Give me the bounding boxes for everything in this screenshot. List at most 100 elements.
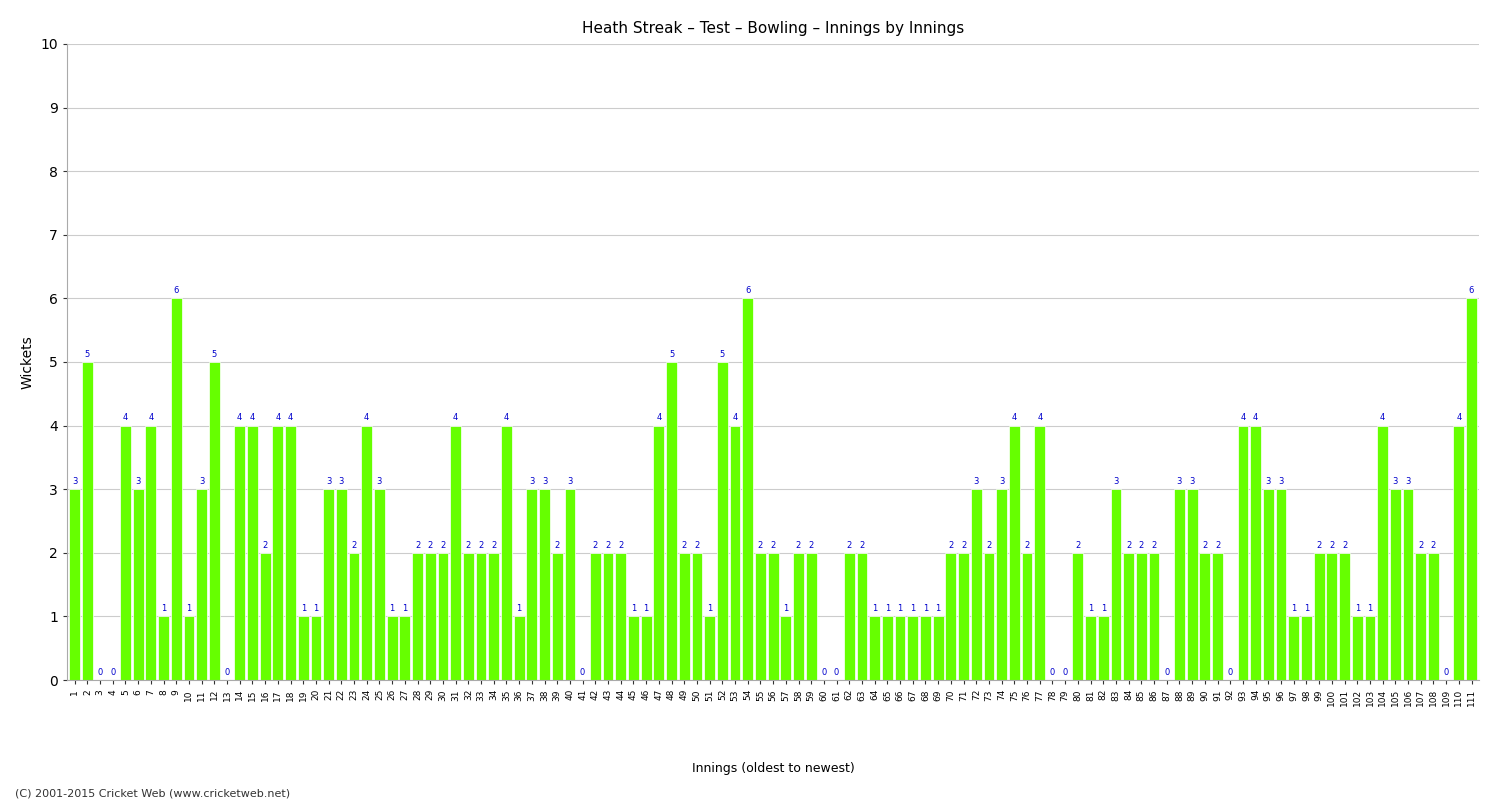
Text: 3: 3 bbox=[326, 477, 332, 486]
Bar bbox=[908, 616, 918, 680]
Text: 3: 3 bbox=[1392, 477, 1398, 486]
Text: 2: 2 bbox=[859, 541, 864, 550]
Text: 3: 3 bbox=[1113, 477, 1119, 486]
Bar bbox=[552, 553, 562, 680]
Text: 4: 4 bbox=[274, 414, 280, 422]
Bar bbox=[298, 616, 309, 680]
Text: 2: 2 bbox=[1215, 541, 1219, 550]
Bar bbox=[1149, 553, 1160, 680]
Bar bbox=[1136, 553, 1148, 680]
Text: 1: 1 bbox=[885, 604, 890, 614]
Bar bbox=[780, 616, 790, 680]
Text: 2: 2 bbox=[948, 541, 954, 550]
Text: 0: 0 bbox=[834, 668, 839, 677]
Bar bbox=[1326, 553, 1338, 680]
Text: 1: 1 bbox=[897, 604, 903, 614]
Text: 1: 1 bbox=[1088, 604, 1094, 614]
Text: 2: 2 bbox=[796, 541, 801, 550]
Bar bbox=[1352, 616, 1362, 680]
Text: 3: 3 bbox=[376, 477, 382, 486]
Bar bbox=[146, 426, 156, 680]
Bar bbox=[1416, 553, 1426, 680]
Text: 3: 3 bbox=[542, 477, 548, 486]
Text: 2: 2 bbox=[441, 541, 446, 550]
Text: 2: 2 bbox=[1317, 541, 1322, 550]
Text: 1: 1 bbox=[300, 604, 306, 614]
Text: 5: 5 bbox=[84, 350, 90, 358]
Text: 2: 2 bbox=[555, 541, 560, 550]
Bar bbox=[564, 489, 576, 680]
Bar bbox=[273, 426, 284, 680]
Text: 2: 2 bbox=[351, 541, 357, 550]
Bar bbox=[768, 553, 778, 680]
Bar bbox=[336, 489, 346, 680]
Text: 4: 4 bbox=[1380, 414, 1386, 422]
Bar bbox=[920, 616, 932, 680]
Text: 1: 1 bbox=[314, 604, 318, 614]
Bar bbox=[1300, 616, 1312, 680]
Bar bbox=[882, 616, 892, 680]
Bar bbox=[526, 489, 537, 680]
Text: 1: 1 bbox=[1304, 604, 1310, 614]
Text: 6: 6 bbox=[746, 286, 750, 295]
Bar bbox=[1251, 426, 1262, 680]
Bar bbox=[1035, 426, 1046, 680]
Bar bbox=[1466, 298, 1478, 680]
Text: 1: 1 bbox=[402, 604, 408, 614]
Text: 3: 3 bbox=[135, 477, 141, 486]
Bar bbox=[742, 298, 753, 680]
Bar bbox=[82, 362, 93, 680]
Bar bbox=[413, 553, 423, 680]
Text: 0: 0 bbox=[1050, 668, 1054, 677]
Bar bbox=[1238, 426, 1248, 680]
Text: 4: 4 bbox=[123, 414, 128, 422]
Text: 1: 1 bbox=[783, 604, 789, 614]
Bar bbox=[590, 553, 600, 680]
Bar bbox=[501, 426, 512, 680]
Bar bbox=[806, 553, 816, 680]
Text: 0: 0 bbox=[1443, 668, 1449, 677]
Bar bbox=[209, 362, 219, 680]
Text: 2: 2 bbox=[771, 541, 776, 550]
Bar bbox=[1110, 489, 1122, 680]
Text: 3: 3 bbox=[1266, 477, 1270, 486]
Text: 6: 6 bbox=[174, 286, 178, 295]
Text: 4: 4 bbox=[148, 414, 153, 422]
Text: 3: 3 bbox=[1278, 477, 1284, 486]
Text: 4: 4 bbox=[1240, 414, 1245, 422]
Bar bbox=[1010, 426, 1020, 680]
Bar bbox=[183, 616, 195, 680]
Text: 2: 2 bbox=[427, 541, 433, 550]
Text: 2: 2 bbox=[758, 541, 764, 550]
Text: 2: 2 bbox=[1418, 541, 1424, 550]
Bar bbox=[856, 553, 867, 680]
Bar bbox=[1454, 426, 1464, 680]
Bar bbox=[489, 553, 500, 680]
Text: 3: 3 bbox=[567, 477, 573, 486]
Bar bbox=[120, 426, 130, 680]
Bar bbox=[1186, 489, 1197, 680]
Bar bbox=[464, 553, 474, 680]
Bar bbox=[234, 426, 244, 680]
Bar bbox=[348, 553, 360, 680]
Bar bbox=[476, 553, 486, 680]
Text: 3: 3 bbox=[1406, 477, 1410, 486]
Bar bbox=[754, 553, 766, 680]
Text: 4: 4 bbox=[288, 414, 292, 422]
Text: 2: 2 bbox=[962, 541, 966, 550]
Text: 2: 2 bbox=[592, 541, 598, 550]
Bar bbox=[945, 553, 957, 680]
Text: 4: 4 bbox=[453, 414, 459, 422]
Bar bbox=[654, 426, 664, 680]
Text: (C) 2001-2015 Cricket Web (www.cricketweb.net): (C) 2001-2015 Cricket Web (www.cricketwe… bbox=[15, 788, 290, 798]
Text: 1: 1 bbox=[1292, 604, 1296, 614]
Bar bbox=[399, 616, 410, 680]
Text: 1: 1 bbox=[871, 604, 877, 614]
Text: 4: 4 bbox=[251, 414, 255, 422]
Text: 0: 0 bbox=[110, 668, 116, 677]
Text: 4: 4 bbox=[1036, 414, 1042, 422]
Bar bbox=[322, 489, 334, 680]
Text: 2: 2 bbox=[1152, 541, 1156, 550]
Text: 2: 2 bbox=[1202, 541, 1208, 550]
Bar bbox=[1340, 553, 1350, 680]
